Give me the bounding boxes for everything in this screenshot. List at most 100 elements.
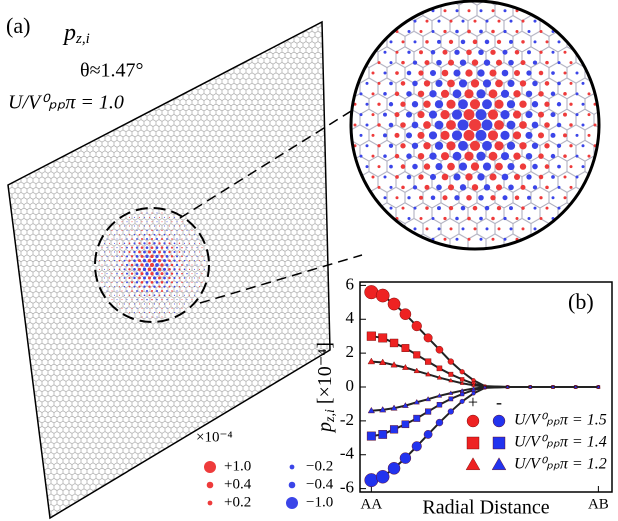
spin-dot bbox=[133, 277, 135, 279]
legend-label: +0.4 bbox=[224, 476, 252, 492]
spin-dot bbox=[107, 265, 108, 266]
spin-dot bbox=[455, 30, 459, 34]
spin-dot bbox=[171, 230, 172, 231]
spin-dot bbox=[582, 103, 585, 106]
spin-dot bbox=[99, 260, 100, 261]
spin-dot bbox=[545, 186, 549, 190]
spin-dot bbox=[474, 20, 477, 23]
spin-dot bbox=[486, 227, 489, 230]
spin-dot bbox=[114, 234, 115, 235]
spin-dot bbox=[366, 144, 369, 147]
spin-dot bbox=[513, 111, 521, 119]
spin-dot bbox=[184, 303, 185, 304]
spin-dot bbox=[407, 175, 412, 180]
spin-dot bbox=[436, 60, 442, 66]
spin-dot bbox=[144, 312, 145, 313]
spin-dot bbox=[408, 217, 411, 220]
spin-dot bbox=[153, 285, 155, 287]
spin-dot bbox=[169, 234, 170, 235]
spin-dot bbox=[348, 155, 351, 158]
spin-dot bbox=[490, 50, 495, 55]
spin-dot bbox=[461, 40, 466, 45]
spin-dot bbox=[126, 281, 128, 283]
spin-dot bbox=[424, 185, 429, 190]
spin-dot bbox=[131, 255, 133, 257]
spin-dot bbox=[485, 40, 490, 45]
spin-dot bbox=[143, 251, 146, 254]
spin-dot bbox=[406, 132, 412, 138]
spin-dot bbox=[148, 285, 150, 287]
spin-dot bbox=[606, 124, 609, 127]
spin-dot bbox=[452, 130, 462, 140]
spin-dot bbox=[164, 312, 165, 313]
spin-dot bbox=[441, 90, 449, 98]
spin-dot bbox=[432, 217, 435, 220]
spin-dot bbox=[150, 272, 153, 275]
spin-dot bbox=[384, 51, 387, 54]
spin-dot bbox=[126, 255, 128, 257]
spin-dot bbox=[136, 230, 137, 231]
spin-dot bbox=[128, 260, 130, 262]
spin-dot bbox=[539, 196, 542, 199]
spin-dot bbox=[426, 20, 429, 23]
spin-dot bbox=[173, 260, 175, 262]
spin-dot bbox=[148, 259, 152, 263]
spin-dot bbox=[154, 225, 155, 226]
spin-dot bbox=[484, 184, 490, 190]
spin-dot bbox=[204, 260, 205, 261]
spin-dot bbox=[114, 260, 115, 261]
spin-dot bbox=[136, 247, 138, 249]
spin-dot bbox=[177, 230, 178, 231]
spin-dot bbox=[383, 133, 387, 137]
spin-dot bbox=[166, 255, 169, 258]
spin-dot bbox=[354, 165, 357, 168]
spin-dot bbox=[141, 281, 144, 284]
spin-dot bbox=[588, 134, 591, 137]
spin-dot bbox=[582, 144, 585, 147]
spin-dot bbox=[112, 290, 113, 291]
spin-dot bbox=[157, 316, 158, 317]
spin-dot bbox=[153, 250, 156, 253]
spin-dot bbox=[414, 207, 417, 210]
spin-dot bbox=[464, 152, 473, 161]
spin-dot bbox=[99, 269, 100, 270]
spin-dot bbox=[442, 174, 449, 181]
spin-dot bbox=[126, 290, 127, 291]
spin-dot bbox=[522, 227, 525, 230]
spin-dot bbox=[176, 273, 178, 275]
spin-dot bbox=[395, 71, 399, 75]
spin-dot bbox=[420, 217, 423, 220]
spin-dot bbox=[494, 120, 504, 130]
legend-marker bbox=[204, 461, 216, 473]
spin-dot bbox=[136, 290, 138, 292]
spin-dot bbox=[104, 277, 105, 278]
spin-dot bbox=[117, 239, 118, 240]
spin-dot bbox=[423, 142, 430, 149]
spin-dot bbox=[588, 113, 591, 116]
spin-dot bbox=[176, 264, 178, 266]
spin-dot bbox=[444, 9, 447, 12]
spin-dot bbox=[412, 143, 418, 149]
spin-dot bbox=[166, 299, 167, 300]
spin-dot bbox=[551, 92, 556, 97]
spin-dot bbox=[429, 111, 437, 119]
spin-dot bbox=[164, 234, 166, 236]
spin-dot bbox=[112, 247, 113, 248]
spin-dot bbox=[154, 312, 155, 313]
spin-dot bbox=[476, 152, 485, 161]
spin-dot bbox=[557, 102, 561, 106]
spin-dot bbox=[459, 79, 467, 87]
spin-dot bbox=[471, 162, 479, 170]
spin-dot bbox=[389, 82, 393, 86]
spin-dot bbox=[564, 175, 567, 178]
spin-dot bbox=[395, 92, 400, 97]
spin-dot bbox=[378, 165, 381, 168]
spin-dot bbox=[166, 247, 168, 249]
spin-dot bbox=[144, 225, 145, 226]
spin-dot bbox=[538, 132, 544, 138]
spin-dot bbox=[163, 251, 166, 254]
data-point bbox=[400, 309, 411, 320]
spin-dot bbox=[482, 141, 492, 151]
spin-dot bbox=[546, 40, 549, 43]
data-point bbox=[460, 392, 464, 396]
